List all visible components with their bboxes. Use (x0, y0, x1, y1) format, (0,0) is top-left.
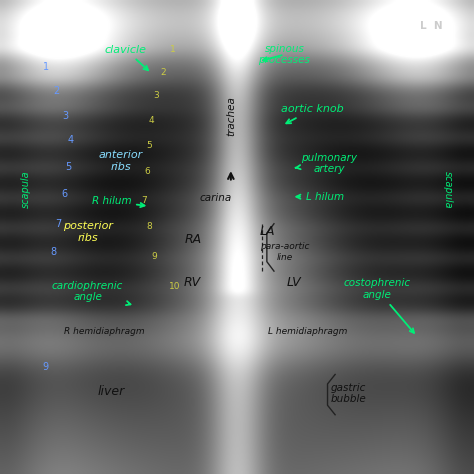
Text: para-aortic
line: para-aortic line (260, 243, 309, 262)
Text: 7: 7 (142, 196, 147, 204)
Text: aortic knob: aortic knob (282, 104, 344, 123)
Text: clavicle: clavicle (105, 45, 148, 70)
Text: L  N: L N (420, 21, 443, 31)
Text: 8: 8 (50, 247, 56, 257)
Text: 3: 3 (63, 110, 68, 121)
Text: scapula: scapula (21, 171, 31, 209)
Text: RA: RA (185, 233, 202, 246)
Text: spinous
processes: spinous processes (258, 44, 310, 65)
Text: LV: LV (287, 275, 301, 289)
Text: liver: liver (98, 384, 125, 398)
Text: 4: 4 (149, 117, 155, 125)
Text: 2: 2 (161, 68, 166, 76)
Text: 7: 7 (55, 219, 61, 229)
Text: LA: LA (260, 225, 275, 238)
Text: 9: 9 (42, 362, 48, 373)
Text: 2: 2 (53, 86, 59, 96)
Text: RV: RV (183, 275, 201, 289)
Text: cardiophrenic
angle: cardiophrenic angle (52, 281, 130, 305)
Text: 4: 4 (67, 135, 73, 146)
Text: costophrenic
angle: costophrenic angle (343, 278, 414, 333)
Text: 10: 10 (169, 283, 180, 291)
Text: 5: 5 (65, 162, 72, 172)
Text: carina: carina (200, 193, 232, 203)
Text: 6: 6 (144, 167, 150, 176)
Text: trachea: trachea (226, 96, 236, 136)
Text: 3: 3 (154, 91, 159, 100)
Text: 6: 6 (61, 189, 67, 200)
Text: L hemidiaphragm: L hemidiaphragm (268, 328, 348, 336)
Text: pulmonary
artery: pulmonary artery (296, 153, 357, 174)
Text: L hilum: L hilum (296, 191, 344, 202)
Text: 8: 8 (146, 222, 152, 231)
Text: 9: 9 (151, 253, 157, 261)
Text: anterior
ribs: anterior ribs (99, 150, 143, 172)
Text: R hilum: R hilum (91, 196, 145, 207)
Text: 5: 5 (146, 142, 152, 150)
Text: R hemidiaphragm: R hemidiaphragm (64, 328, 145, 336)
Text: 1: 1 (170, 46, 176, 54)
Text: 1: 1 (44, 62, 49, 73)
Text: gastric
bubble: gastric bubble (330, 383, 366, 404)
Text: posterior
ribs: posterior ribs (63, 221, 113, 243)
Text: scapula: scapula (443, 171, 453, 209)
